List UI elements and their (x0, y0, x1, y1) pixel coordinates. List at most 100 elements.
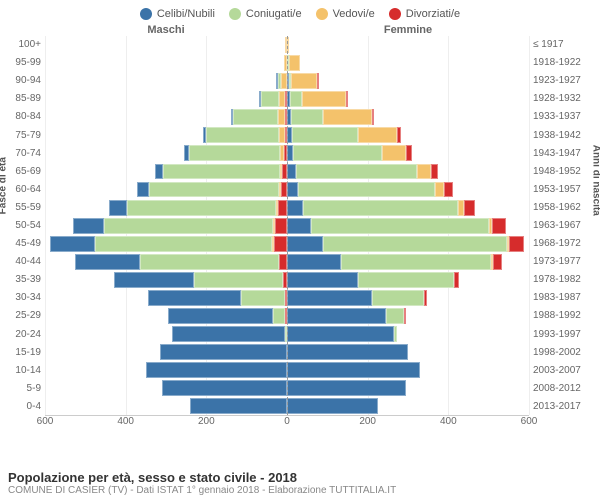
bar-segment (114, 272, 195, 288)
bar-segment (424, 290, 426, 306)
age-label: 95-99 (0, 54, 41, 72)
bar-segment (303, 200, 458, 216)
bar-segment (148, 290, 241, 306)
plot-area (45, 36, 529, 416)
bar-segment (358, 127, 396, 143)
legend-item: Coniugati/e (229, 8, 302, 20)
birth-label: 2003-2007 (533, 362, 600, 380)
legend-dot (140, 8, 152, 20)
legend-label: Coniugati/e (246, 8, 302, 20)
center-line (287, 36, 288, 415)
bar-segment (311, 218, 488, 234)
male-half (45, 144, 287, 162)
bar-segment (372, 109, 374, 125)
age-label: 20-24 (0, 326, 41, 344)
bar-segment (382, 145, 406, 161)
bar-segment (287, 326, 394, 342)
male-half (45, 198, 287, 216)
bar-segment (291, 73, 317, 89)
y-axis-right-title: Anni di nascita (591, 145, 600, 216)
bar-segment (289, 55, 300, 71)
legend-dot (316, 8, 328, 20)
bar-segment (394, 326, 397, 342)
bar-segment (431, 164, 438, 180)
bar-segment (274, 236, 287, 252)
header-male: Maschi (45, 24, 287, 36)
age-label: 15-19 (0, 344, 41, 362)
birth-label: 1983-1987 (533, 289, 600, 307)
female-half (287, 36, 529, 54)
bar-segment (146, 362, 287, 378)
bar-segment (358, 272, 455, 288)
bar-segment (140, 254, 279, 270)
age-label: 45-49 (0, 235, 41, 253)
bar-segment (206, 127, 279, 143)
female-half (287, 325, 529, 343)
male-half (45, 253, 287, 271)
bar-segment (287, 200, 303, 216)
bar-segment (464, 200, 475, 216)
bar-segment (287, 182, 298, 198)
male-half (45, 397, 287, 415)
x-tick: 200 (198, 416, 215, 427)
female-half (287, 72, 529, 90)
footer: Popolazione per età, sesso e stato civil… (8, 470, 592, 496)
bar-segment (137, 182, 149, 198)
female-half (287, 289, 529, 307)
bar-segment (149, 182, 278, 198)
bar-segment (406, 145, 412, 161)
birth-label: 1988-1992 (533, 307, 600, 325)
bar-segment (293, 145, 382, 161)
bar-segment (163, 164, 280, 180)
female-half (287, 90, 529, 108)
bar-segment (127, 200, 276, 216)
female-half (287, 397, 529, 415)
bar-segment (160, 344, 287, 360)
female-half (287, 54, 529, 72)
bar-segment (287, 344, 408, 360)
female-half (287, 162, 529, 180)
age-label: 25-29 (0, 307, 41, 325)
bar-segment (73, 218, 103, 234)
bar-segment (292, 127, 359, 143)
bar-segment (372, 290, 424, 306)
bar-segment (323, 109, 371, 125)
bar-segment (291, 109, 323, 125)
bar-segment (287, 308, 386, 324)
age-label: 50-54 (0, 217, 41, 235)
male-half (45, 289, 287, 307)
bar-segment (287, 362, 420, 378)
bar-segment (189, 145, 280, 161)
pyramid-chart: Fasce di età 100+95-9990-9485-8980-8475-… (0, 36, 600, 416)
male-half (45, 90, 287, 108)
bar-segment (397, 127, 401, 143)
bar-segment (233, 109, 277, 125)
male-half (45, 343, 287, 361)
age-label: 35-39 (0, 271, 41, 289)
bar-segment (287, 236, 323, 252)
age-label: 75-79 (0, 126, 41, 144)
x-axis: 6004002000200400600 (45, 416, 529, 432)
age-label: 30-34 (0, 289, 41, 307)
birth-label: 1993-1997 (533, 326, 600, 344)
bar-segment (275, 218, 287, 234)
y-axis-right: ≤ 19171918-19221923-19271928-19321933-19… (529, 36, 600, 416)
male-half (45, 36, 287, 54)
bar-segment (444, 182, 453, 198)
female-half (287, 235, 529, 253)
y-axis-left: 100+95-9990-9485-8980-8475-7970-7465-696… (0, 36, 45, 416)
bar-segment (509, 236, 524, 252)
female-half (287, 343, 529, 361)
bar-segment (109, 200, 127, 216)
legend-dot (389, 8, 401, 20)
legend-label: Divorziati/e (406, 8, 460, 20)
bar-segment (162, 380, 287, 396)
female-half (287, 180, 529, 198)
bar-segment (190, 398, 287, 414)
birth-label: 1973-1977 (533, 253, 600, 271)
male-half (45, 162, 287, 180)
bar-segment (386, 308, 404, 324)
birth-label: 1963-1967 (533, 217, 600, 235)
x-tick: 400 (117, 416, 134, 427)
bar-segment (296, 164, 417, 180)
